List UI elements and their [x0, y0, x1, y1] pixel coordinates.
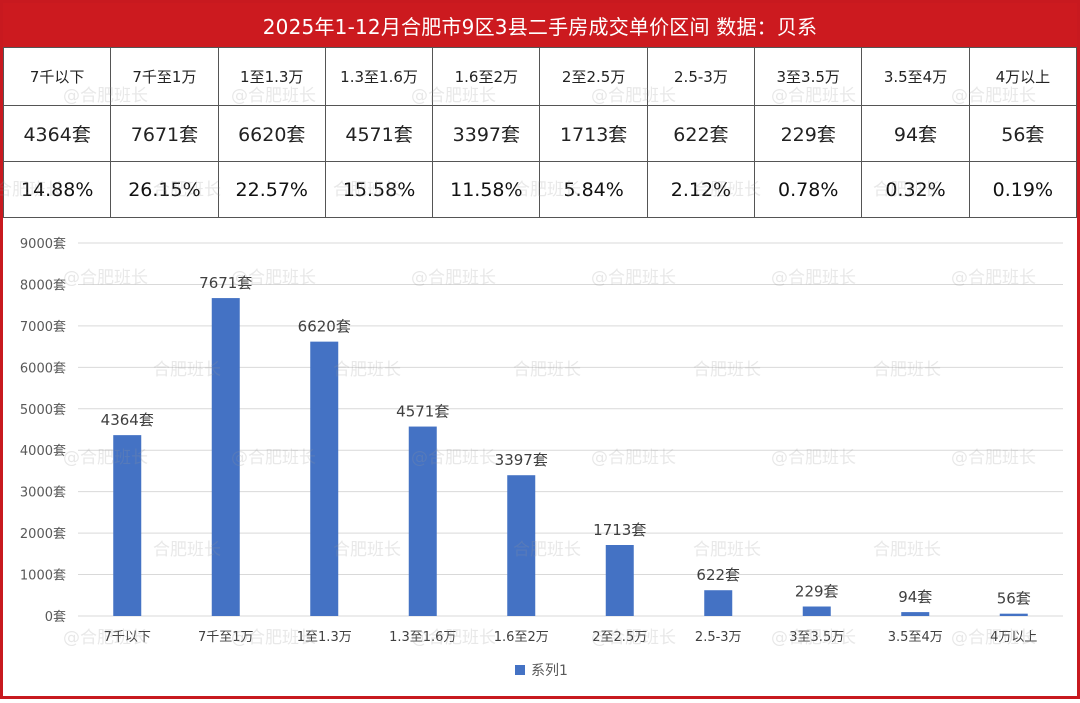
bar-chart: 0套 1000套 2000套 3000套 4000套 5000套 6000套 7000套 800…	[3, 217, 1077, 699]
table-cell-count: 7671套	[110, 105, 219, 162]
y-tick-label: 2000套	[20, 526, 66, 542]
table-row-percents: 14.88% 26.15% 22.57% 15.58% 11.58% 5.84% 2.12%…	[2, 161, 1078, 218]
y-tick-label: 1000套	[20, 568, 66, 584]
bar	[704, 590, 733, 616]
table-cell-percent: 0.32%	[861, 161, 970, 218]
bar	[113, 435, 142, 616]
y-tick-label: 9000套	[20, 236, 66, 252]
x-tick-label: 1.6至2万	[494, 630, 549, 645]
data-label: 4364套	[101, 411, 154, 429]
bar	[901, 612, 930, 616]
table-cell-percent: 14.88%	[2, 161, 112, 218]
table-cell-category: 1至1.3万	[217, 47, 326, 106]
x-tick-label: 1.3至1.6万	[389, 630, 456, 645]
table-cell-category: 3.5至4万	[861, 47, 970, 106]
table-cell-percent: 26.15%	[110, 161, 219, 218]
table-cell-percent: 0.19%	[968, 161, 1078, 218]
table-cell-percent: 2.12%	[646, 161, 756, 218]
table-cell-count: 56套	[968, 105, 1078, 162]
table-cell-percent: 0.78%	[754, 161, 863, 218]
x-tick-label: 7千以下	[104, 630, 151, 645]
data-label: 1713套	[593, 521, 646, 539]
table-row-counts: 4364套 7671套 6620套 4571套 3397套 1713套 622套 229套 94…	[2, 105, 1078, 162]
table-cell-category: 7千至1万	[110, 47, 219, 106]
table-cell-count: 3397套	[432, 105, 541, 162]
table-cell-percent: 11.58%	[432, 161, 541, 218]
x-tick-label: 2.5-3万	[695, 630, 742, 645]
legend-label: 系列1	[531, 663, 568, 679]
table-cell-category: 2.5-3万	[646, 47, 756, 106]
table-cell-count: 4571套	[324, 105, 434, 162]
data-label: 94套	[898, 588, 932, 606]
page-title: 2025年1-12月合肥市9区3县二手房成交单价区间 数据：贝系	[3, 3, 1077, 47]
bar	[605, 545, 634, 616]
bar	[802, 606, 831, 616]
data-label: 622套	[696, 566, 740, 584]
x-tick-label: 3至3.5万	[789, 630, 844, 645]
data-label: 229套	[795, 583, 839, 601]
data-label: 4571套	[396, 403, 449, 421]
table-cell-count: 94套	[861, 105, 970, 162]
table-cell-category: 1.6至2万	[432, 47, 541, 106]
table-cell-count: 4364套	[2, 105, 112, 162]
y-tick-label: 3000套	[20, 485, 66, 501]
table-cell-category: 1.3至1.6万	[324, 47, 434, 106]
table-cell-count: 6620套	[217, 105, 326, 162]
y-tick-label: 7000套	[20, 319, 66, 335]
y-tick-label: 0套	[45, 609, 66, 625]
table-cell-percent: 5.84%	[539, 161, 648, 218]
table-row-categories: 7千以下 7千至1万 1至1.3万 1.3至1.6万 1.6至2万 2至2.5万 2.5-3…	[2, 47, 1078, 106]
x-tick-label: 3.5至4万	[888, 630, 943, 645]
y-tick-label: 8000套	[20, 277, 66, 293]
y-tick-label: 5000套	[20, 402, 66, 418]
x-tick-label: 7千至1万	[198, 630, 254, 645]
table-cell-category: 7千以下	[2, 47, 112, 106]
data-label: 7671套	[199, 274, 252, 292]
x-tick-label: 1至1.3万	[297, 630, 352, 645]
table-cell-category: 2至2.5万	[539, 47, 648, 106]
data-label: 3397套	[495, 451, 548, 469]
chart-svg: 0套 1000套 2000套 3000套 4000套 5000套 6000套 7000套 800…	[20, 236, 1063, 679]
bar	[999, 613, 1028, 616]
table-cell-percent: 22.57%	[217, 161, 326, 218]
table-cell-percent: 15.58%	[324, 161, 434, 218]
bar	[408, 426, 437, 616]
x-tick-label: 4万以上	[990, 630, 1037, 645]
legend-swatch	[515, 665, 525, 675]
table-cell-count: 1713套	[539, 105, 648, 162]
table-cell-category: 3至3.5万	[754, 47, 863, 106]
data-label: 6620套	[298, 318, 351, 336]
table-cell-count: 622套	[646, 105, 756, 162]
summary-table: 7千以下 7千至1万 1至1.3万 1.3至1.6万 1.6至2万 2至2.5万 2.5-3…	[2, 47, 1078, 218]
x-tick-label: 2至2.5万	[592, 630, 647, 645]
y-tick-label: 4000套	[20, 443, 66, 459]
y-tick-label: 6000套	[20, 360, 66, 376]
bar	[507, 475, 536, 616]
data-label: 56套	[997, 590, 1031, 608]
bar	[310, 341, 339, 616]
table-cell-count: 229套	[754, 105, 863, 162]
bar	[211, 298, 240, 616]
table-cell-category: 4万以上	[968, 47, 1078, 106]
